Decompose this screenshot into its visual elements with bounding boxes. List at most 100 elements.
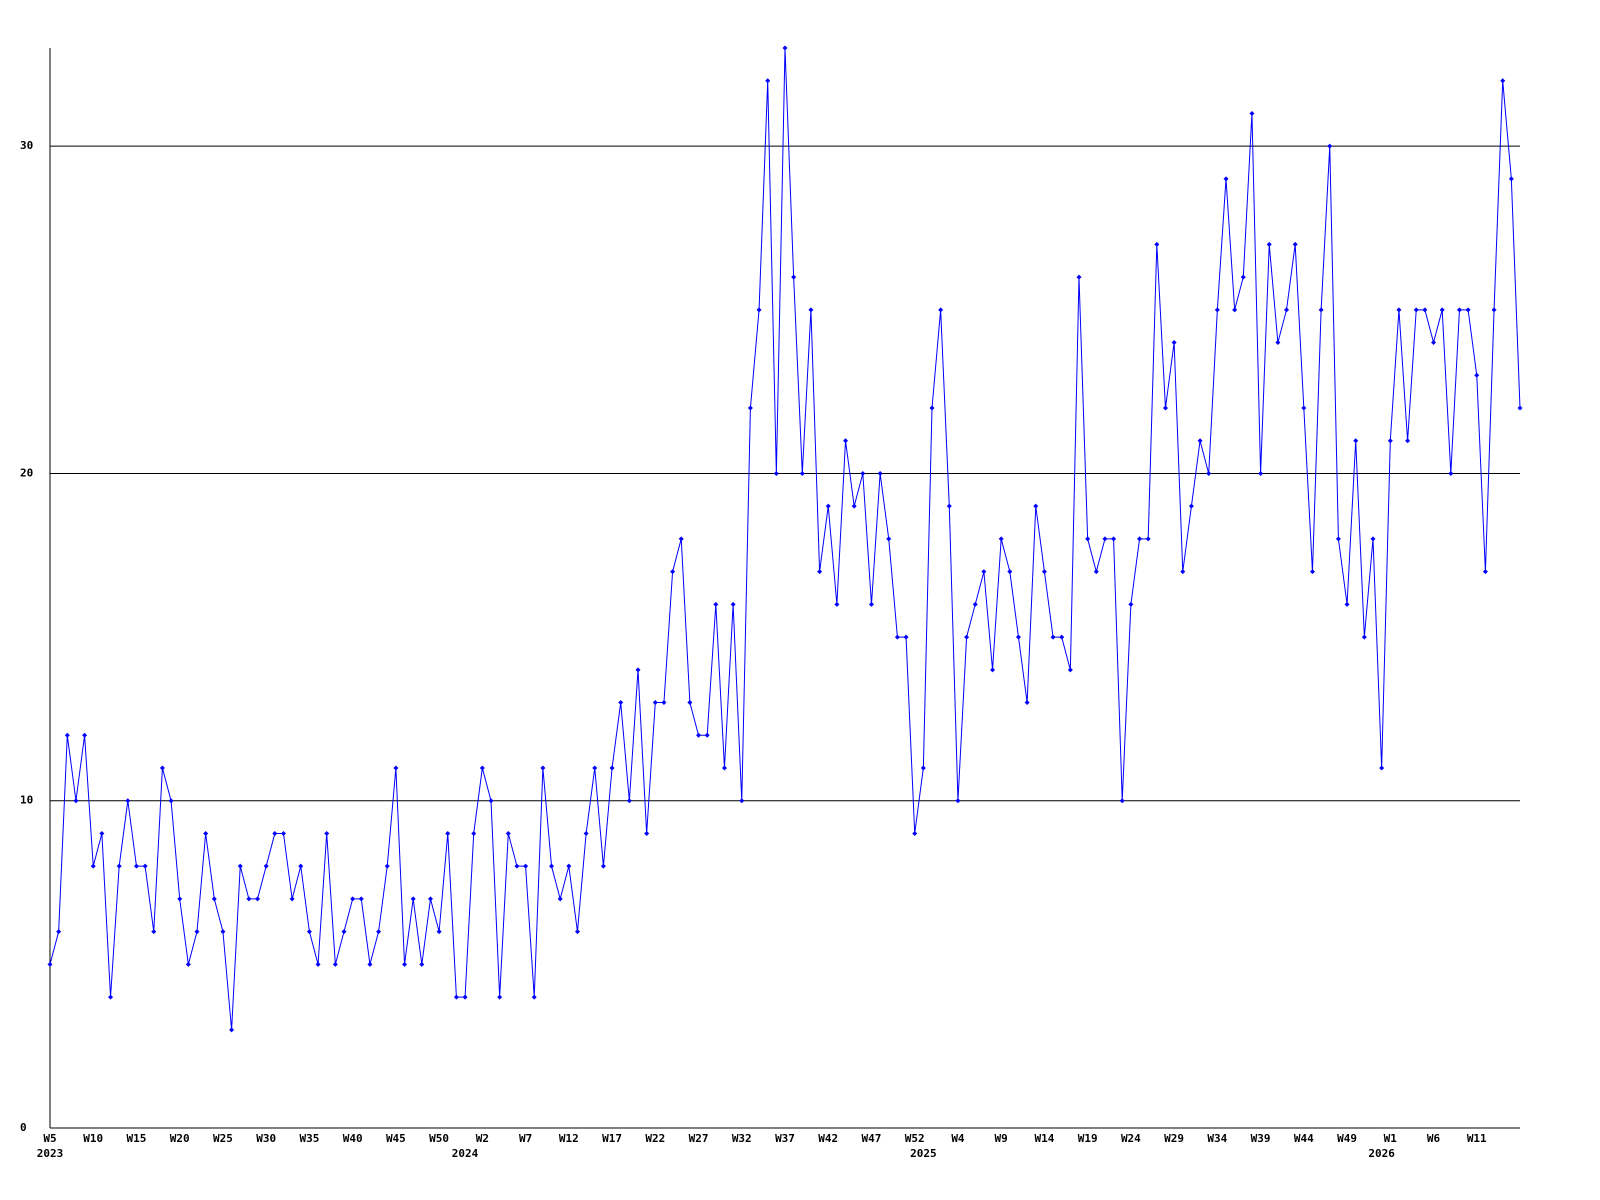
point [358,896,364,902]
point [1517,405,1523,411]
x-year-label: 2025 [910,1147,937,1160]
x-tick-label: W11 [1467,1132,1487,1145]
point [1111,536,1117,542]
point [661,700,667,706]
point [56,929,62,935]
point [471,830,477,836]
point [1309,569,1315,575]
point [479,765,485,771]
point [1500,78,1506,84]
point [393,765,399,771]
x-tick-label: W22 [645,1132,665,1145]
point [981,569,987,575]
point [1327,143,1333,149]
x-tick-label: W47 [862,1132,882,1145]
point [886,536,892,542]
point [1405,438,1411,444]
point [220,929,226,935]
x-tick-label: W29 [1164,1132,1184,1145]
point [868,601,874,607]
point [194,929,200,935]
point [523,863,529,869]
point [721,765,727,771]
point [1067,667,1073,673]
point [990,667,996,673]
point [1214,307,1220,313]
point [1050,634,1056,640]
y-tick-label: 0 [20,1121,27,1134]
point [998,536,1004,542]
point [1249,110,1255,116]
point [1474,372,1480,378]
point [1015,634,1021,640]
point [427,896,433,902]
point [1041,569,1047,575]
point [1301,405,1307,411]
point [747,405,753,411]
x-tick-label: W5 [43,1132,56,1145]
x-tick-label: W35 [299,1132,319,1145]
point [652,700,658,706]
y-tick-label: 10 [20,794,33,807]
point [955,798,961,804]
x-tick-label: W32 [732,1132,752,1145]
x-tick-label: W24 [1121,1132,1141,1145]
point [609,765,615,771]
point [540,765,546,771]
point [497,994,503,1000]
point [1240,274,1246,280]
x-tick-label: W39 [1251,1132,1271,1145]
point [1085,536,1091,542]
point [531,994,537,1000]
x-tick-label: W45 [386,1132,406,1145]
x-tick-label: W27 [689,1132,709,1145]
point [773,470,779,476]
point [1370,536,1376,542]
x-tick-label: W52 [905,1132,925,1145]
x-tick-label: W7 [519,1132,532,1145]
x-tick-label: W17 [602,1132,622,1145]
point [877,470,883,476]
point [142,863,148,869]
point [1353,438,1359,444]
point [211,896,217,902]
point [64,732,70,738]
point [696,732,702,738]
point [1387,438,1393,444]
point [462,994,468,1000]
point [280,830,286,836]
point [315,961,321,967]
point [488,798,494,804]
x-tick-label: W25 [213,1132,233,1145]
point [791,274,797,280]
point [1292,241,1298,247]
point [678,536,684,542]
x-year-label: 2026 [1368,1147,1395,1160]
point [1491,307,1497,313]
point [151,929,157,935]
point [306,929,312,935]
point [272,830,278,836]
point [116,863,122,869]
x-tick-label: W49 [1337,1132,1357,1145]
point [185,961,191,967]
x-tick-label: W15 [127,1132,147,1145]
point [938,307,944,313]
point [1318,307,1324,313]
point [1413,307,1419,313]
x-tick-label: W14 [1034,1132,1054,1145]
point [1275,340,1281,346]
point [246,896,252,902]
x-tick-label: W12 [559,1132,579,1145]
line [49,47,1521,1030]
point [574,929,580,935]
x-tick-label: W20 [170,1132,190,1145]
point [1232,307,1238,313]
point [635,667,641,673]
point [644,830,650,836]
point [964,634,970,640]
point [1033,503,1039,509]
point [505,830,511,836]
